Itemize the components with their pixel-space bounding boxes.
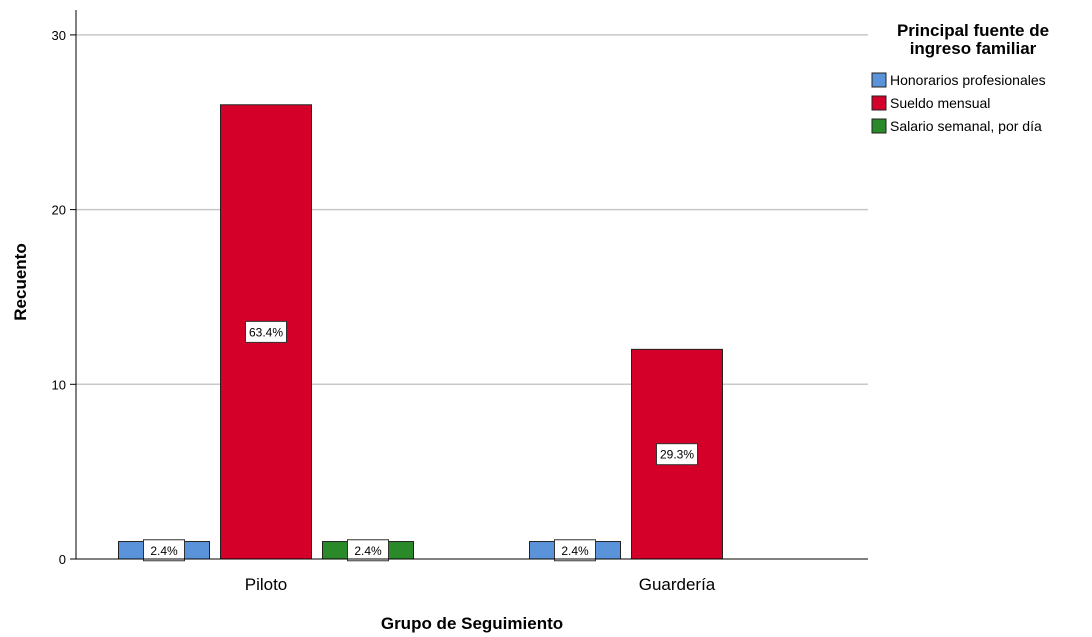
data-label-box [347, 539, 389, 562]
data-label: 2.4% [561, 544, 589, 558]
legend-title-line: Principal fuente de [897, 21, 1049, 40]
legend-swatch [871, 118, 887, 134]
y-axis-title: Recuento [11, 243, 30, 320]
y-tick-label: 30 [52, 28, 66, 43]
data-label: 29.3% [660, 448, 694, 462]
legend-swatch [871, 72, 887, 88]
legend: Principal fuente de ingreso familiar Hono… [871, 21, 1049, 134]
legend-title: Principal fuente de ingreso familiar [897, 21, 1049, 58]
legend-label: Honorarios profesionales [890, 72, 1046, 88]
legend-title-line: ingreso familiar [910, 39, 1037, 58]
legend-swatch [871, 95, 887, 111]
y-tick-label: 20 [52, 203, 66, 218]
data-label-box [656, 443, 698, 466]
y-tick-label: 10 [52, 377, 66, 392]
legend-label: Salario semanal, por día [890, 118, 1042, 134]
y-tick-label: 0 [59, 552, 66, 567]
data-label: 63.4% [249, 325, 283, 339]
x-tick-label: Guardería [639, 575, 716, 594]
data-label: 2.4% [150, 544, 178, 558]
bars [118, 104, 723, 560]
data-label-box [554, 539, 596, 562]
data-label: 2.4% [354, 544, 382, 558]
axes: 0 10 20 30 Piloto Guardería [52, 10, 868, 594]
data-label-box [143, 539, 185, 562]
data-label-box [245, 320, 287, 343]
x-tick-label: Piloto [245, 575, 288, 594]
legend-label: Sueldo mensual [890, 95, 990, 111]
x-axis-title: Grupo de Seguimiento [381, 614, 563, 633]
data-labels: 2.4% 63.4% 2.4% 2.4% 29.3% [143, 320, 698, 562]
gridlines [76, 34, 868, 386]
